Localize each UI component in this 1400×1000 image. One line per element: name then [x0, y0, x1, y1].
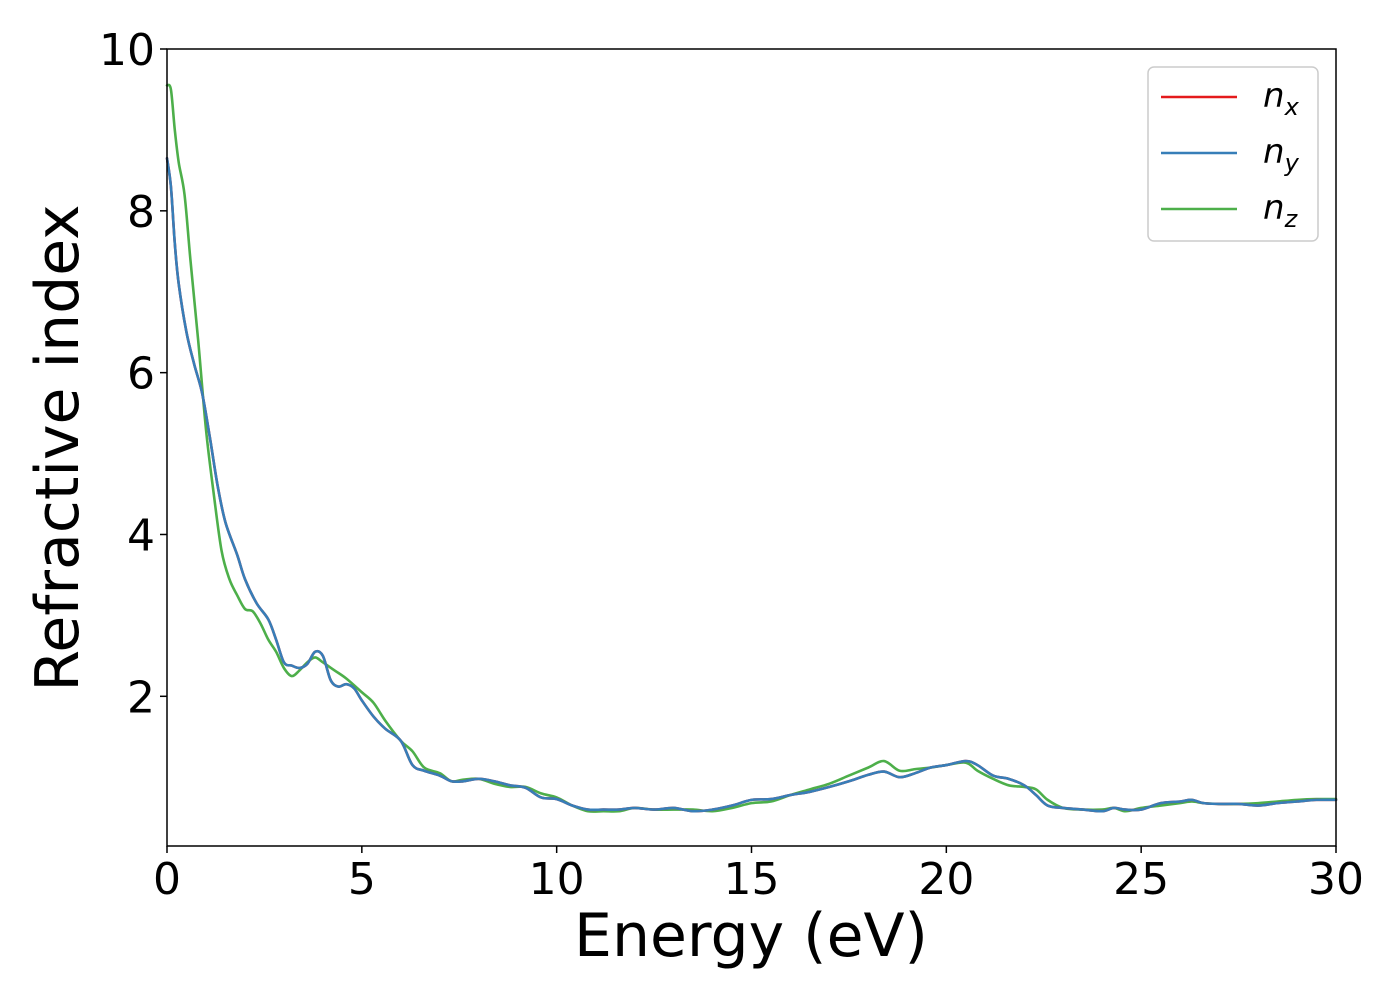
x-axis: 0 5 10 15 20 25 30	[153, 846, 1364, 905]
x-tick-label: 30	[1308, 854, 1364, 905]
x-tick-label: 25	[1113, 854, 1169, 905]
x-tick-label: 0	[153, 854, 181, 905]
series-line-x	[165, 156, 1338, 813]
legend-label-y: ny	[1263, 132, 1300, 177]
x-tick-label: 5	[348, 854, 376, 905]
legend: nx ny nz	[1147, 66, 1319, 242]
y-axis-title: Refractive index	[23, 204, 93, 691]
y-tick-label: 4	[127, 510, 155, 561]
legend-label-z: nz	[1263, 188, 1299, 233]
series-line-y	[165, 156, 1338, 813]
x-tick-label: 20	[918, 854, 974, 905]
y-tick-label: 10	[99, 25, 155, 76]
x-tick-label: 10	[529, 854, 585, 905]
legend-label-x: nx	[1263, 76, 1300, 121]
y-axis: 2 4 6 8 10	[99, 25, 167, 723]
series-lines	[165, 83, 1338, 813]
x-axis-title: Energy (eV)	[574, 901, 928, 971]
y-tick-label: 2	[127, 672, 155, 723]
series-line-z	[165, 83, 1338, 813]
y-tick-label: 6	[127, 349, 155, 400]
x-tick-label: 15	[724, 854, 780, 905]
y-tick-label: 8	[127, 187, 155, 238]
